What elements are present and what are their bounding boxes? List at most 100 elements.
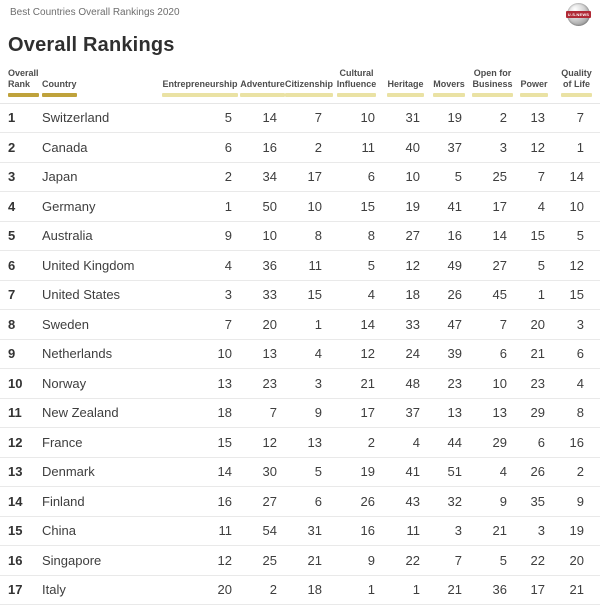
score-cell-heritage: 22 (383, 545, 428, 576)
column-header-label: Citizenship (285, 78, 334, 89)
score-cell-movers: 39 (428, 339, 470, 369)
column-header-adventure[interactable]: Adventure (240, 63, 285, 104)
country-cell[interactable]: France (40, 427, 160, 458)
score-cell-heritage: 40 (383, 132, 428, 163)
country-cell[interactable]: United Kingdom (40, 250, 160, 281)
column-header-country[interactable]: Country (40, 63, 160, 104)
sort-underline (285, 92, 334, 97)
sort-underline (387, 92, 424, 97)
country-cell[interactable]: Netherlands (40, 339, 160, 369)
overall-rank-cell: 14 (0, 486, 40, 517)
score-cell-movers: 3 (428, 516, 470, 546)
score-cell-open-for-business: 21 (470, 516, 515, 546)
country-cell[interactable]: Norway (40, 368, 160, 399)
score-cell-open-for-business: 27 (470, 250, 515, 281)
country-cell[interactable]: Germany (40, 191, 160, 222)
table-row: 4 Germany 1 50 10 15 19 41 17 4 10 (0, 191, 600, 222)
table-row: 8 Sweden 7 20 1 14 33 47 7 20 3 (0, 309, 600, 340)
country-cell[interactable]: China (40, 516, 160, 546)
score-cell-quality-of-life: 9 (553, 486, 600, 517)
score-cell-quality-of-life: 2 (553, 457, 600, 487)
score-cell-power: 22 (515, 545, 553, 576)
sort-underline (433, 92, 465, 97)
overall-rank-cell: 10 (0, 368, 40, 399)
score-cell-citizenship: 5 (285, 457, 330, 487)
score-cell-power: 5 (515, 250, 553, 281)
score-cell-adventure: 54 (240, 516, 285, 546)
score-cell-heritage: 10 (383, 162, 428, 192)
score-cell-open-for-business: 25 (470, 162, 515, 192)
score-cell-citizenship: 17 (285, 162, 330, 192)
score-cell-quality-of-life: 16 (553, 427, 600, 458)
score-cell-adventure: 25 (240, 545, 285, 576)
column-header-movers[interactable]: Movers (428, 63, 470, 104)
column-header-wrap: Power (520, 79, 548, 97)
score-cell-entrepreneurship: 5 (160, 103, 240, 133)
column-header-heritage[interactable]: Heritage (383, 63, 428, 104)
country-cell[interactable]: Japan (40, 162, 160, 192)
score-cell-cultural-influence: 10 (330, 103, 383, 133)
score-cell-open-for-business: 10 (470, 368, 515, 399)
country-cell[interactable]: Switzerland (40, 103, 160, 133)
score-cell-citizenship: 8 (285, 221, 330, 251)
table-row: 7 United States 3 33 15 4 18 26 45 1 15 (0, 280, 600, 310)
column-header-citizenship[interactable]: Citizenship (285, 63, 334, 104)
score-cell-heritage: 43 (383, 486, 428, 517)
overall-rank-cell: 5 (0, 221, 40, 251)
score-cell-movers: 32 (428, 486, 470, 517)
score-cell-movers: 13 (428, 398, 470, 428)
column-header-overall-rank[interactable]: Overall Rank (0, 63, 40, 104)
score-cell-heritage: 19 (383, 191, 428, 222)
score-cell-open-for-business: 6 (470, 339, 515, 369)
score-cell-adventure: 13 (240, 339, 285, 369)
breadcrumb: Best Countries Overall Rankings 2020 (10, 7, 180, 18)
score-cell-movers: 44 (428, 427, 470, 458)
score-cell-cultural-influence: 9 (330, 545, 383, 576)
score-cell-cultural-influence: 12 (330, 339, 383, 369)
overall-rank-cell: 7 (0, 280, 40, 310)
score-cell-adventure: 30 (240, 457, 285, 487)
overall-rank-cell: 17 (0, 575, 40, 605)
column-header-wrap: Country (42, 79, 77, 97)
score-cell-entrepreneurship: 9 (160, 221, 240, 251)
country-cell[interactable]: Italy (40, 575, 160, 605)
rankings-table-body: 1 Switzerland 5 14 7 10 31 19 2 13 7 2 Canada 6 16 2 11 4… (0, 103, 600, 605)
column-header-power[interactable]: Power (515, 63, 553, 104)
score-cell-citizenship: 31 (285, 516, 330, 546)
column-header-quality-of-life[interactable]: Quality of Life (553, 63, 600, 104)
country-cell[interactable]: Sweden (40, 309, 160, 340)
country-cell[interactable]: Denmark (40, 457, 160, 487)
score-cell-power: 7 (515, 162, 553, 192)
column-header-label: Heritage (387, 78, 424, 89)
score-cell-open-for-business: 17 (470, 191, 515, 222)
topbar: Best Countries Overall Rankings 2020 U.S… (0, 0, 600, 26)
score-cell-movers: 23 (428, 368, 470, 399)
score-cell-open-for-business: 14 (470, 221, 515, 251)
country-cell[interactable]: Canada (40, 132, 160, 163)
score-cell-citizenship: 18 (285, 575, 330, 605)
column-header-open-for-business[interactable]: Open for Business (470, 63, 515, 104)
score-cell-open-for-business: 9 (470, 486, 515, 517)
column-header-label: Quality of Life (561, 67, 592, 89)
table-row: 13 Denmark 14 30 5 19 41 51 4 26 2 (0, 457, 600, 487)
score-cell-open-for-business: 45 (470, 280, 515, 310)
score-cell-adventure: 50 (240, 191, 285, 222)
score-cell-cultural-influence: 1 (330, 575, 383, 605)
score-cell-movers: 37 (428, 132, 470, 163)
country-cell[interactable]: United States (40, 280, 160, 310)
country-cell[interactable]: Australia (40, 221, 160, 251)
overall-rank-cell: 3 (0, 162, 40, 192)
score-cell-quality-of-life: 19 (553, 516, 600, 546)
country-cell[interactable]: Finland (40, 486, 160, 517)
sort-underline (42, 92, 77, 97)
country-cell[interactable]: New Zealand (40, 398, 160, 428)
country-cell[interactable]: Singapore (40, 545, 160, 576)
score-cell-open-for-business: 5 (470, 545, 515, 576)
column-header-entrepreneurship[interactable]: Entrepreneurship (160, 63, 240, 104)
score-cell-entrepreneurship: 16 (160, 486, 240, 517)
column-header-cultural-influence[interactable]: Cultural Influence (330, 63, 383, 104)
table-row: 9 Netherlands 10 13 4 12 24 39 6 21 6 (0, 339, 600, 369)
column-header-label: Entrepreneurship (162, 78, 238, 89)
column-header-wrap: Cultural Influence (336, 68, 377, 97)
